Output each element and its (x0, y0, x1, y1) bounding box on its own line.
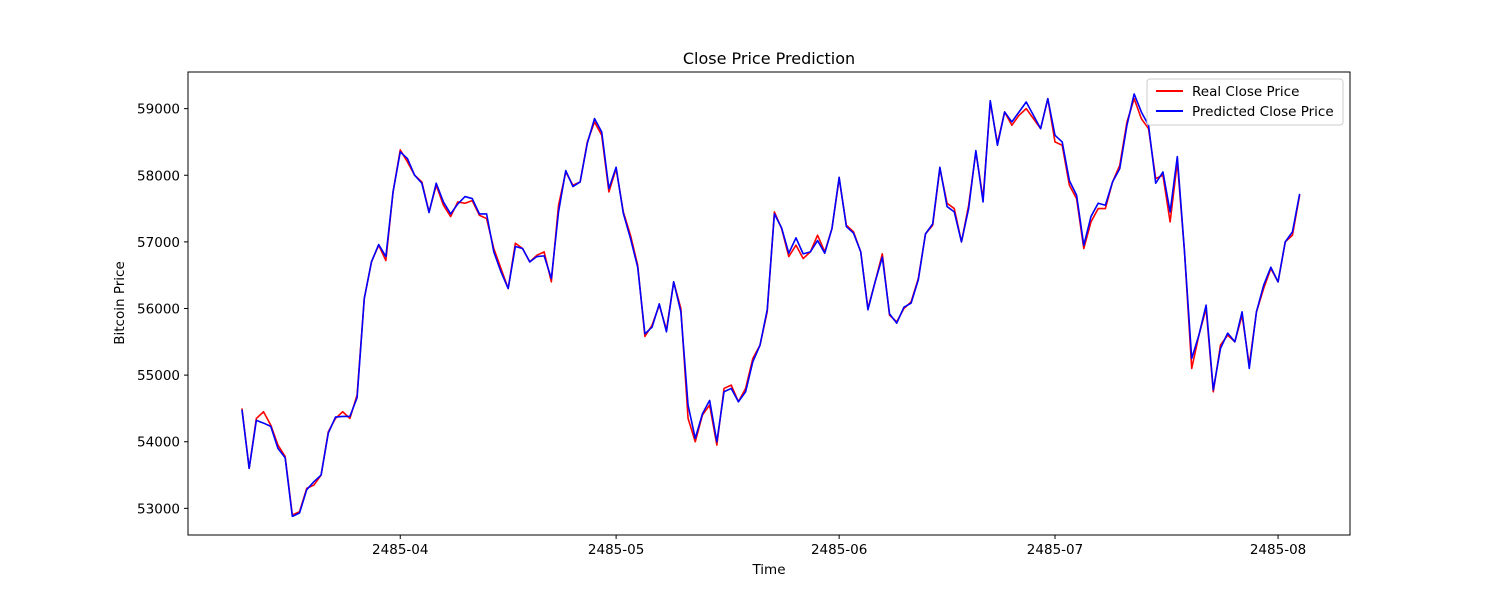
y-axis-label: Bitcoin Price (112, 261, 128, 345)
x-tick-label: 2485-05 (588, 542, 644, 558)
y-tick-label: 55000 (137, 368, 180, 384)
series-line-predicted-close-price (241, 93, 1301, 518)
legend-label-predicted-close-price: Predicted Close Price (1192, 104, 1334, 120)
x-tick-label: 2485-06 (811, 542, 867, 558)
plot-area (241, 93, 1301, 518)
legend-box (1146, 78, 1344, 126)
chart-title: Close Price Prediction (683, 49, 855, 68)
x-axis: 2485-04 2485-05 2485-06 2485-07 2485-08 (372, 535, 1306, 558)
y-axis: 53000 54000 55000 56000 57000 58000 59000 (137, 102, 188, 517)
y-tick-label: 53000 (137, 501, 180, 517)
x-tick-label: 2485-08 (1250, 542, 1306, 558)
y-tick-label: 56000 (137, 301, 180, 317)
y-tick-label: 54000 (137, 435, 180, 451)
y-tick-label: 59000 (137, 102, 180, 118)
x-axis-label: Time (751, 562, 785, 578)
legend-label-real-close-price: Real Close Price (1192, 84, 1299, 100)
axes-frame (187, 71, 1351, 536)
x-tick-label: 2485-04 (372, 542, 428, 558)
legend: Real Close Price Predicted Close Price (1146, 78, 1344, 126)
y-tick-label: 57000 (137, 235, 180, 251)
y-tick-label: 58000 (137, 168, 180, 184)
x-tick-label: 2485-07 (1027, 542, 1083, 558)
